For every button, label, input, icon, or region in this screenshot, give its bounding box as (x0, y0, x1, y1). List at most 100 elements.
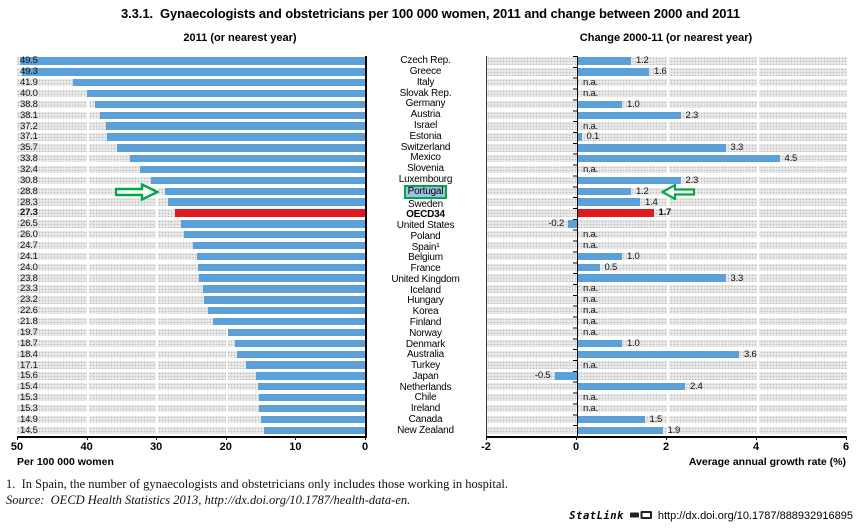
value-label-change: 2.3 (685, 109, 699, 121)
axis-tick-label: 20 (219, 441, 232, 453)
left-plot-rows: 49.5 49.3 41.9 40.0 38.8 38.1 37.2 37.1 35.7 33.8… (17, 55, 365, 436)
value-label-change: 1.0 (627, 250, 640, 262)
country-label: Sweden (365, 199, 486, 210)
bar-change (568, 220, 577, 228)
axis-tick-label: 0 (572, 441, 580, 453)
bar-change (577, 252, 622, 261)
na-label: n.a. (583, 240, 599, 252)
country-label: Chile (365, 393, 486, 404)
country-label: Israel (365, 120, 486, 132)
country-label: Iceland (365, 285, 486, 296)
left-chart-row: 26.0 (17, 229, 365, 241)
na-label: n.a. (583, 229, 599, 241)
bar-2011 (168, 198, 365, 206)
bar-2011 (258, 404, 365, 413)
bar-change (577, 144, 726, 152)
country-label: Mexico (365, 153, 486, 164)
left-chart-row: 23.2 (17, 294, 365, 306)
country-label-text: Netherlands (399, 381, 452, 393)
left-chart-row: 38.1 (17, 110, 365, 121)
axis-tick-mark (666, 436, 667, 440)
left-chart-row: 37.2 (17, 121, 365, 132)
portugal-arrow-left-chart-icon (114, 182, 160, 202)
value-label-2011: 38.1 (20, 109, 38, 121)
country-label: Spain¹ (365, 242, 486, 253)
right-chart-row: 3.3 (487, 273, 847, 284)
country-label: Greece (365, 67, 486, 78)
country-label-text: Italy (416, 76, 435, 88)
country-label: Switzerland (365, 142, 486, 153)
country-label: United States (365, 221, 486, 232)
country-label-text: Estonia (409, 130, 442, 142)
bar-change (577, 209, 654, 217)
value-label-change: -0.2 (548, 218, 564, 230)
axis-tick-mark (486, 436, 487, 440)
left-chart-row: 37.1 (17, 131, 365, 143)
country-label: Denmark (365, 339, 486, 350)
right-axis-label: Average annual growth rate (%) (688, 456, 846, 468)
value-label-change: -0.5 (534, 370, 551, 382)
country-label-text: Mexico (410, 152, 441, 164)
na-label: n.a. (583, 326, 599, 338)
value-label-2011: 30.8 (20, 174, 38, 186)
right-chart-title: Change 2000-11 (or nearest year) (579, 32, 753, 44)
value-label-change: 1.0 (627, 98, 640, 110)
bar-2011 (258, 393, 365, 402)
bar-2011 (203, 296, 365, 304)
right-chart-row: 1.9 (487, 425, 847, 436)
footnote: 1. In Spain, the number of gynaecologist… (6, 477, 509, 491)
left-chart-row: 32.4 (17, 164, 365, 176)
value-label-2011: 22.6 (20, 305, 38, 317)
gridline (156, 56, 159, 436)
right-chart-row: 1.7 (487, 207, 847, 219)
axis-tick-label: -2 (481, 441, 491, 453)
country-label: Italy (365, 76, 486, 89)
value-label-2011: 14.5 (20, 424, 38, 436)
right-chart-row: 3.3 (487, 142, 847, 154)
right-axis-ticks: -2 0 2 4 6 (481, 436, 850, 453)
country-label-text: Austria (410, 109, 441, 121)
bar-2011 (261, 415, 365, 424)
axis-tick-mark (156, 436, 158, 440)
page-title: 3.3.1. Gynaecologists and obstetricians … (121, 6, 740, 21)
country-label-text: Korea (412, 306, 439, 318)
left-chart-title: 2011 (or nearest year) (183, 32, 297, 44)
left-chart-row: 22.6 (17, 305, 365, 317)
country-label: Estonia (365, 131, 486, 142)
bar-2011 (106, 122, 365, 130)
value-label-2011: 32.4 (20, 164, 38, 176)
axis-tick-label: 6 (842, 441, 850, 453)
value-label-2011: 26.5 (20, 218, 38, 230)
axis-tick-mark (295, 436, 297, 440)
left-chart-row: 33.8 (17, 153, 365, 165)
axis-tick-mark (225, 436, 227, 440)
axis-tick-mark (86, 436, 88, 440)
value-label-2011: 49.5 (20, 55, 38, 67)
left-chart-row: 38.8 (17, 99, 365, 110)
bar-change (577, 176, 681, 185)
left-chart-row: 30.8 (17, 175, 365, 186)
country-label-text: Switzerland (400, 141, 451, 153)
country-label: New Zealand (365, 425, 486, 436)
axis-tick-label: 10 (289, 441, 302, 453)
country-label: Ireland (365, 404, 486, 415)
na-label: n.a. (583, 294, 599, 306)
value-label-2011: 23.2 (20, 294, 38, 306)
left-chart-row: 28.8 (17, 182, 365, 202)
value-label-2011: 18.7 (20, 337, 38, 349)
country-label-text: Norway (409, 327, 442, 339)
country-label-text: United States (396, 220, 455, 232)
statlink-url[interactable]: http://dx.doi.org/10.1787/888932916895 (657, 510, 853, 522)
country-label-text: New Zealand (397, 424, 454, 436)
country-label-text: Canada (408, 413, 443, 425)
bar-2011 (94, 100, 365, 109)
zero-axis-ticks (573, 56, 577, 436)
gridline (86, 56, 89, 436)
bar-2011 (197, 252, 365, 261)
axis-tick-mark (846, 436, 847, 440)
value-label-2011: 49.3 (20, 66, 38, 78)
country-label-text: Turkey (411, 360, 440, 372)
country-label: OECD34 (365, 210, 486, 221)
country-label-text: Czech Rep. (400, 55, 451, 67)
value-label-2011: 28.8 (20, 185, 38, 197)
